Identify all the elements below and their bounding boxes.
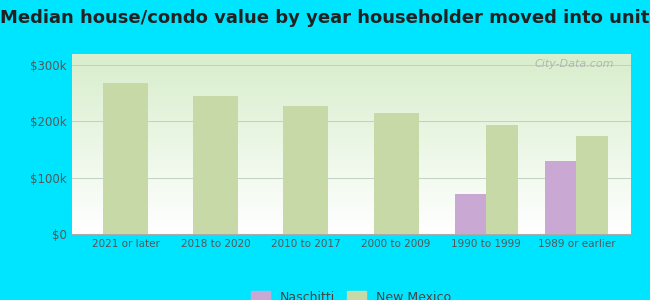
Bar [283,106,328,234]
Bar [545,161,577,234]
Text: City-Data.com: City-Data.com [534,59,614,69]
Bar [455,194,486,234]
Bar [103,83,148,234]
Legend: Naschitti, New Mexico: Naschitti, New Mexico [246,286,456,300]
Text: Median house/condo value by year householder moved into unit: Median house/condo value by year househo… [0,9,650,27]
Bar [577,136,608,234]
Bar [193,96,239,234]
Bar [374,113,419,234]
Bar [486,125,518,234]
